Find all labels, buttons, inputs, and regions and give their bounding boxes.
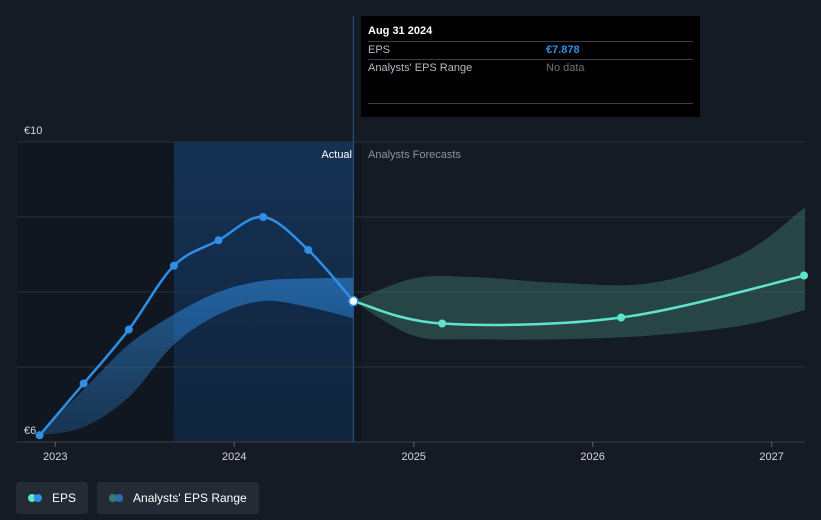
forecast-label: Analysts Forecasts — [368, 149, 461, 161]
y-tick-label: €10 — [24, 125, 42, 137]
legend-item-eps-range[interactable]: Analysts' EPS Range — [97, 482, 259, 514]
x-tick-label: 2025 — [401, 451, 425, 463]
eps-range-band-forecast — [353, 207, 805, 340]
eps-point[interactable] — [214, 236, 223, 245]
tooltip-date: Aug 31 2024 — [368, 25, 433, 37]
eps-range-legend-icon — [109, 494, 125, 502]
tooltip-row-range: Analysts' EPS Range No data — [368, 59, 693, 77]
forecast-point[interactable] — [438, 319, 447, 328]
tooltip-eps-label: EPS — [368, 44, 391, 56]
legend: EPS Analysts' EPS Range — [16, 482, 259, 514]
tooltip-eps-value: €7.878 — [546, 44, 580, 56]
y-tick-label: €6 — [24, 425, 36, 437]
x-tick-label: 2024 — [222, 451, 246, 463]
eps-point[interactable] — [79, 379, 88, 388]
actual-label: Actual — [321, 149, 352, 161]
eps-point[interactable] — [259, 213, 268, 221]
x-tick-label: 2026 — [580, 451, 604, 463]
legend-eps-range-label: Analysts' EPS Range — [133, 491, 247, 505]
legend-eps-label: EPS — [52, 491, 77, 505]
eps-range-band-actual — [39, 277, 354, 436]
eps-point[interactable] — [124, 325, 133, 334]
eps-chart: 2023 2024 2025 2026 2027 €10 €6 Actual Analys… — [17, 16, 808, 463]
tooltip-row-eps: EPS €7.878 — [368, 41, 693, 59]
x-tick-label: 2023 — [43, 451, 67, 463]
eps-legend-icon — [28, 494, 44, 502]
eps-point[interactable] — [35, 431, 44, 440]
y-axis: €10 €6 — [24, 125, 42, 437]
eps-point[interactable] — [304, 246, 313, 254]
forecast-point[interactable] — [800, 271, 808, 280]
tooltip-range-label: Analysts' EPS Range — [368, 62, 473, 74]
eps-forecast-line — [353, 274, 806, 327]
tooltip-range-value: No data — [546, 62, 585, 74]
legend-item-eps[interactable]: EPS — [16, 482, 89, 514]
eps-point[interactable] — [169, 261, 178, 270]
tooltip-divider — [368, 103, 693, 104]
x-tick-label: 2027 — [759, 451, 783, 463]
x-axis: 2023 2024 2025 2026 2027 — [17, 441, 805, 463]
current-eps-point[interactable] — [348, 295, 359, 307]
eps-points — [35, 213, 808, 440]
forecast-point[interactable] — [617, 313, 626, 322]
tooltip: Aug 31 2024 EPS €7.878 Analysts' EPS Ran… — [361, 16, 700, 117]
